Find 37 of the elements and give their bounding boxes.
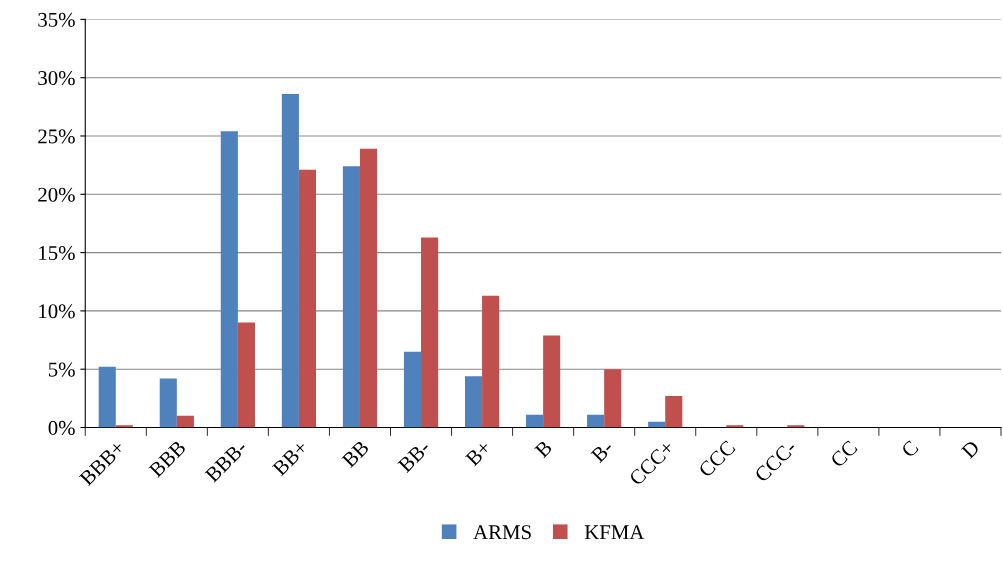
x-tick-label: B- xyxy=(590,439,614,464)
bar xyxy=(526,414,544,428)
y-tick-label: 10% xyxy=(39,304,75,319)
bar xyxy=(587,414,605,428)
bar xyxy=(464,376,483,428)
x-tick-label: BB xyxy=(341,439,370,469)
bar xyxy=(359,148,378,428)
bar xyxy=(665,396,683,428)
bar xyxy=(159,378,177,428)
y-tick-label: 35% xyxy=(38,12,75,27)
x-tick-label: BB- xyxy=(397,439,431,474)
x-tick-label: B+ xyxy=(464,439,492,467)
x-tick-label: B xyxy=(534,439,553,459)
bar xyxy=(421,237,439,428)
legend-label: ARMS xyxy=(473,525,531,540)
y-tick-label: 15% xyxy=(39,245,75,261)
bar xyxy=(604,369,622,428)
bar xyxy=(220,131,238,428)
x-tick-label: CC xyxy=(829,439,858,469)
legend-label: KFMA xyxy=(584,525,645,539)
bar xyxy=(98,366,116,428)
y-tick-label: 30% xyxy=(38,71,75,86)
y-tick-label: 0% xyxy=(48,420,75,435)
bar xyxy=(176,415,194,428)
x-tick-label: D xyxy=(960,439,981,460)
bar xyxy=(298,169,317,428)
x-tick-label: BB+ xyxy=(271,439,309,477)
bar xyxy=(281,94,299,428)
y-tick-label: 5% xyxy=(48,362,75,377)
bar xyxy=(482,295,500,428)
bar xyxy=(543,335,561,428)
bar xyxy=(237,322,255,428)
y-tick-label: 25% xyxy=(38,129,75,144)
x-tick-label: C xyxy=(900,439,919,459)
bar xyxy=(403,351,422,428)
y-tick-label: 20% xyxy=(38,187,75,202)
bar xyxy=(342,166,360,428)
